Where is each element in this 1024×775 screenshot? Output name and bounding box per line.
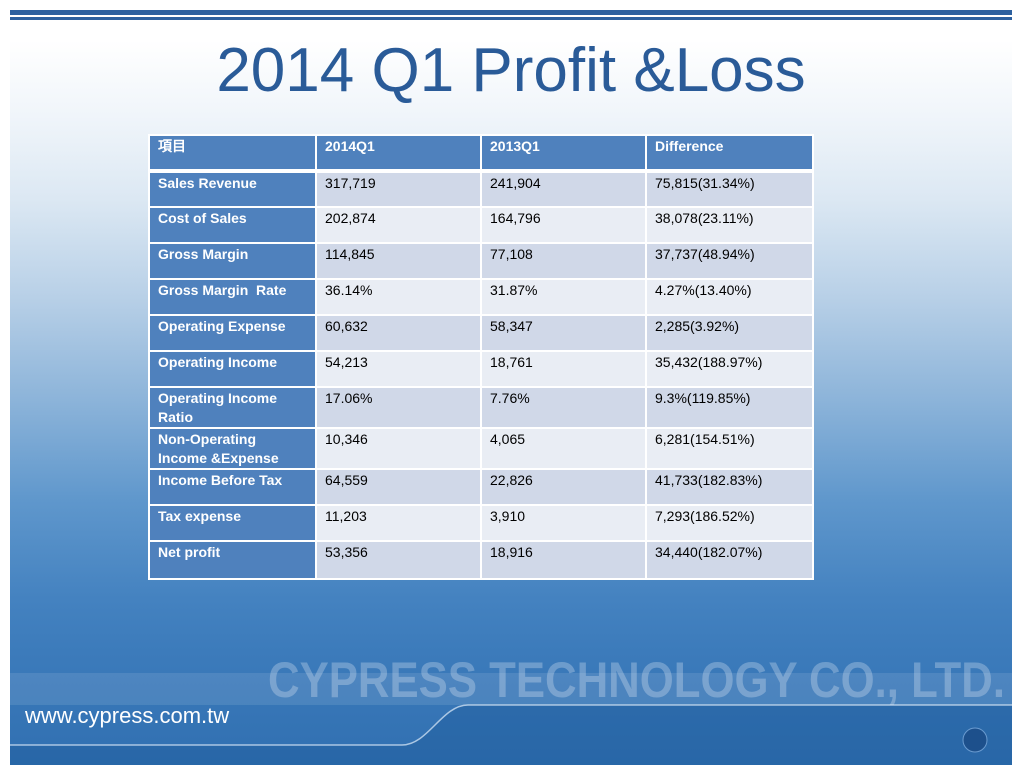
value-2014q1-cell: 53,356	[315, 540, 482, 580]
value-2014q1-cell: 54,213	[315, 350, 482, 388]
value-2013q1-cell: 18,916	[480, 540, 647, 580]
value-2014q1-cell: 202,874	[315, 206, 482, 244]
table-row: Net profit 53,356 18,916 34,440(182.07%)	[148, 540, 814, 580]
row-label-cell: Income Before Tax	[148, 468, 317, 506]
table-row: Operating Income Ratio 17.06% 7.76% 9.3%(11…	[148, 386, 814, 429]
row-label-cell: Operating Income Ratio	[148, 386, 317, 429]
corner-circle	[962, 727, 988, 753]
value-2013q1-cell: 4,065	[480, 427, 647, 470]
table-body: Sales Revenue 317,719 241,904 75,815(31.34%…	[148, 170, 814, 580]
difference-cell: 9.3%(119.85%)	[645, 386, 814, 429]
value-2014q1-cell: 60,632	[315, 314, 482, 352]
table-row: Gross Margin Rate 36.14% 31.87% 4.27%(13.40…	[148, 278, 814, 316]
value-2013q1-cell: 164,796	[480, 206, 647, 244]
header-cell-2014q1: 2014Q1	[315, 134, 482, 173]
footer-dark-tab	[10, 705, 1012, 765]
difference-cell: 41,733(182.83%)	[645, 468, 814, 506]
row-label-cell: Operating Income	[148, 350, 317, 388]
row-label-cell: Net profit	[148, 540, 317, 580]
value-2013q1-cell: 22,826	[480, 468, 647, 506]
row-label-cell: Non-Operating Income &Expense	[148, 427, 317, 470]
footer-light-band	[10, 673, 1012, 705]
table-header: 項目 2014Q1 2013Q1 Difference	[148, 134, 814, 173]
difference-cell: 7,293(186.52%)	[645, 504, 814, 542]
top-stripe	[10, 10, 1012, 15]
footer-url: www.cypress.com.tw	[25, 703, 230, 728]
row-label-cell: Operating Expense	[148, 314, 317, 352]
profit-loss-table: 項目 2014Q1 2013Q1 Difference Sales Revenu…	[148, 134, 814, 580]
row-label-cell: Gross Margin	[148, 242, 317, 280]
footer-decoration: CYPRESS TECHNOLOGY CO., LTD.	[10, 652, 1012, 765]
value-2014q1-cell: 114,845	[315, 242, 482, 280]
difference-cell: 37,737(48.94%)	[645, 242, 814, 280]
difference-cell: 2,285(3.92%)	[645, 314, 814, 352]
difference-cell: 35,432(188.97%)	[645, 350, 814, 388]
header-cell-difference: Difference	[645, 134, 814, 173]
value-2013q1-cell: 77,108	[480, 242, 647, 280]
table-row: Sales Revenue 317,719 241,904 75,815(31.34%…	[148, 170, 814, 208]
value-2013q1-cell: 18,761	[480, 350, 647, 388]
header-cell-2013q1: 2013Q1	[480, 134, 647, 173]
difference-cell: 4.27%(13.40%)	[645, 278, 814, 316]
table-row: Gross Margin 114,845 77,108 37,737(48.94%)	[148, 242, 814, 280]
table-header-row: 項目 2014Q1 2013Q1 Difference	[148, 134, 814, 173]
table-row: Cost of Sales 202,874 164,796 38,078(23.11%…	[148, 206, 814, 244]
header-cell-item: 項目	[148, 134, 317, 173]
value-2014q1-cell: 17.06%	[315, 386, 482, 429]
value-2013q1-cell: 31.87%	[480, 278, 647, 316]
top-stripe-thin	[10, 17, 1012, 20]
value-2013q1-cell: 241,904	[480, 170, 647, 208]
value-2014q1-cell: 317,719	[315, 170, 482, 208]
value-2013q1-cell: 58,347	[480, 314, 647, 352]
table-row: Non-Operating Income &Expense 10,346 4,065…	[148, 427, 814, 470]
table-row: Operating Income 54,213 18,761 35,432(188.9…	[148, 350, 814, 388]
table-row: Tax expense 11,203 3,910 7,293(186.52%)	[148, 504, 814, 542]
row-label-cell: Gross Margin Rate	[148, 278, 317, 316]
row-label-cell: Cost of Sales	[148, 206, 317, 244]
value-2014q1-cell: 36.14%	[315, 278, 482, 316]
difference-cell: 6,281(154.51%)	[645, 427, 814, 470]
row-label-cell: Sales Revenue	[148, 170, 317, 208]
difference-cell: 34,440(182.07%)	[645, 540, 814, 580]
table-row: Income Before Tax 64,559 22,826 41,733(182.…	[148, 468, 814, 506]
value-2013q1-cell: 3,910	[480, 504, 647, 542]
slide: CYPRESS TECHNOLOGY CO., LTD. 2014 Q1 Pro…	[10, 10, 1012, 765]
difference-cell: 38,078(23.11%)	[645, 206, 814, 244]
company-watermark: CYPRESS TECHNOLOGY CO., LTD.	[268, 652, 1005, 708]
slide-title: 2014 Q1 Profit &Loss	[216, 36, 806, 105]
value-2014q1-cell: 10,346	[315, 427, 482, 470]
value-2014q1-cell: 11,203	[315, 504, 482, 542]
value-2013q1-cell: 7.76%	[480, 386, 647, 429]
difference-cell: 75,815(31.34%)	[645, 170, 814, 208]
row-label-cell: Tax expense	[148, 504, 317, 542]
value-2014q1-cell: 64,559	[315, 468, 482, 506]
footer-curve-line	[10, 704, 1012, 746]
table-row: Operating Expense 60,632 58,347 2,285(3.92%…	[148, 314, 814, 352]
